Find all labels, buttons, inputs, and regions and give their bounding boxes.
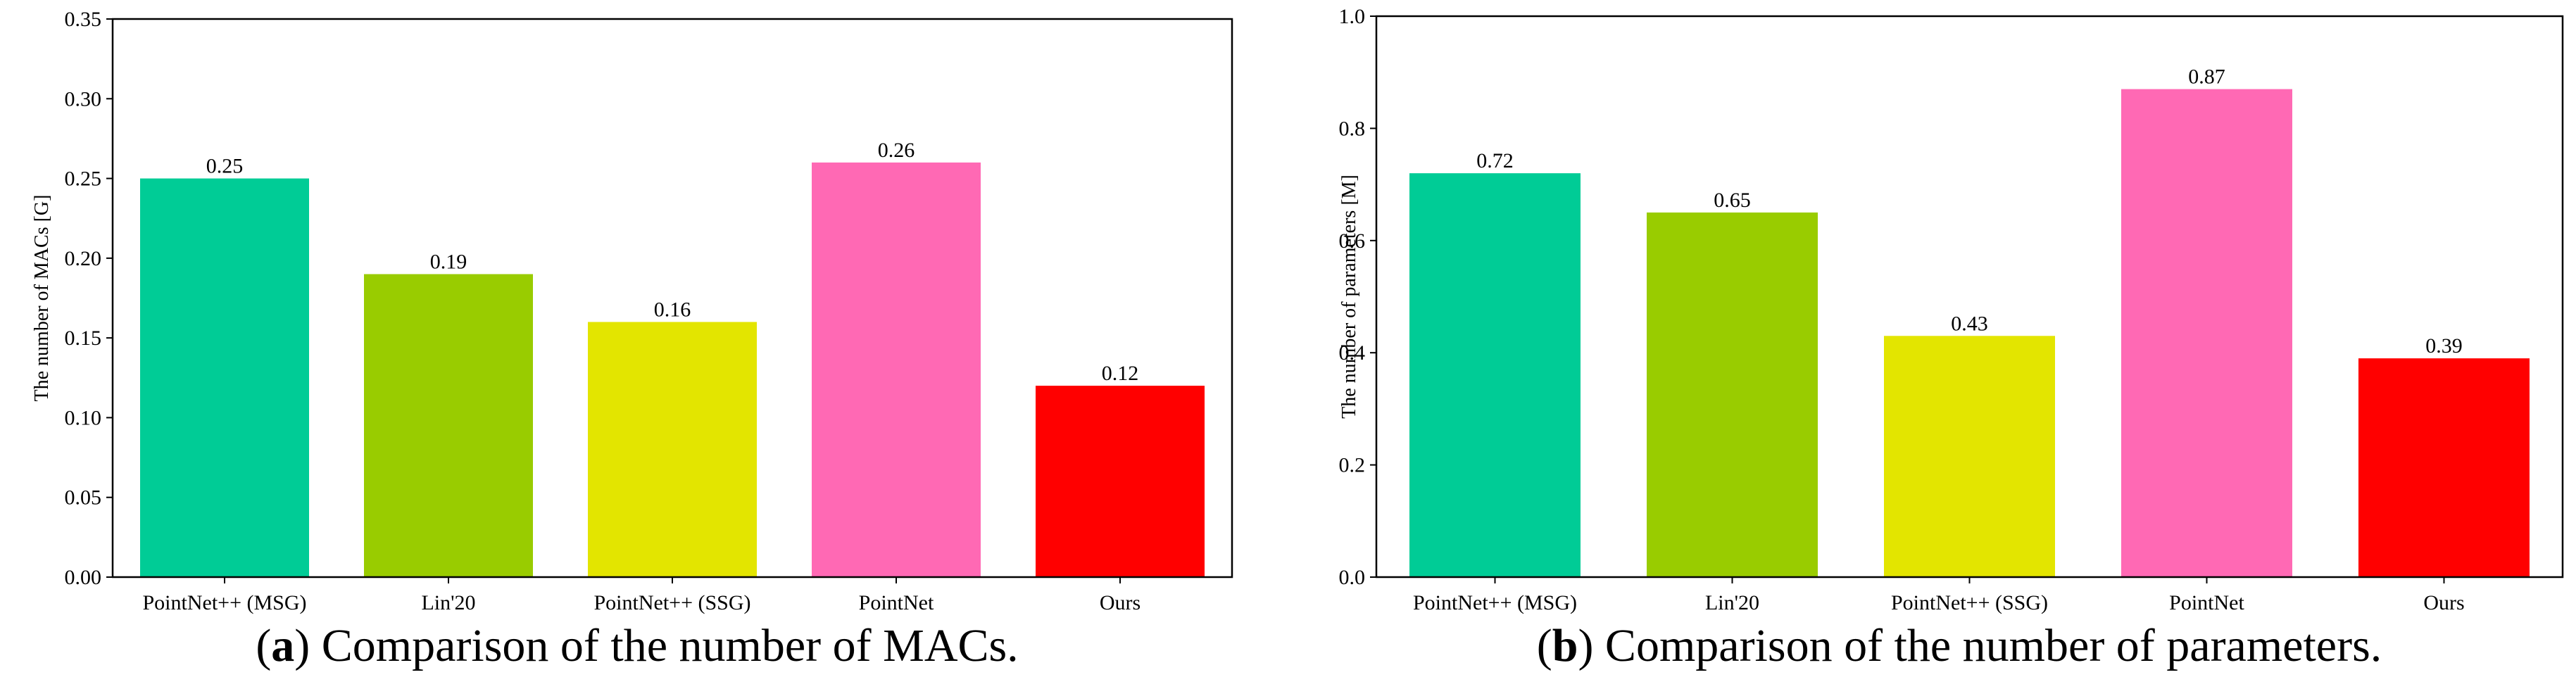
data-label-0-4: 0.12 [1102,362,1139,385]
y-axis-label-1: The number of parameters [M] [1338,175,1360,419]
x-tick-label-1-3: PointNet [2169,591,2244,614]
y-tick-label-0-2: 0.10 [65,406,102,429]
y-tick-label-1-4: 0.8 [1339,117,1366,140]
x-tick-label-0-4: Ours [1100,591,1141,614]
data-label-1-4: 0.39 [2425,334,2463,358]
y-tick-label-0-4: 0.20 [65,247,102,270]
caption-b-text: Comparison of the number of parameters. [1593,620,2382,671]
y-tick-label-0-3: 0.15 [65,327,102,350]
bar-0-3 [812,162,981,577]
x-tick-label-1-0: PointNet++ (MSG) [1413,591,1577,614]
bar-1-4 [2358,358,2530,577]
bar-1-1 [1647,212,1818,577]
x-tick-label-1-2: PointNet++ (SSG) [1891,591,2048,614]
bar-0-1 [364,274,533,577]
caption-a-letter: a [271,620,295,671]
bar-1-2 [1884,336,2055,577]
data-label-1-3: 0.87 [2188,65,2225,89]
x-tick-label-1-1: Lin'20 [1705,591,1759,614]
bar-0-0 [140,178,309,578]
bar-0-4 [1036,386,1205,577]
data-label-1-2: 0.43 [1951,312,1988,335]
x-tick-label-0-2: PointNet++ (SSG) [593,591,750,614]
y-tick-label-1-2: 0.4 [1339,341,1366,365]
bar-1-3 [2121,89,2292,578]
y-tick-label-0-6: 0.30 [65,87,102,110]
caption-a: (a) Comparison of the number of MACs. [256,620,1019,671]
x-tick-label-0-1: Lin'20 [421,591,475,614]
y-tick-label-0-7: 0.35 [65,8,102,31]
data-label-1-0: 0.72 [1476,149,1514,172]
x-tick-label-1-4: Ours [2423,591,2464,614]
data-label-0-2: 0.16 [654,298,691,321]
caption-a-text: Comparison of the number of MACs. [310,620,1019,671]
data-label-0-1: 0.19 [430,251,467,274]
caption-b: (b) Comparison of the number of paramete… [1536,620,2382,671]
data-label-0-3: 0.26 [878,139,915,162]
x-tick-label-0-3: PointNet [859,591,934,614]
caption-b-letter: b [1552,620,1578,671]
y-tick-label-0-1: 0.05 [65,486,102,510]
y-tick-label-0-0: 0.00 [65,566,102,589]
y-axis-label-0: The number of MACs [G] [31,195,53,402]
data-label-1-1: 0.65 [1714,189,1751,212]
y-tick-label-1-0: 0.0 [1339,566,1366,589]
y-tick-label-1-5: 1.0 [1339,5,1366,28]
bar-0-2 [588,322,757,577]
bar-1-0 [1409,173,1581,577]
y-tick-label-0-5: 0.25 [65,167,102,191]
y-tick-label-1-3: 0.6 [1339,229,1366,253]
data-label-0-0: 0.25 [206,155,244,178]
y-tick-label-1-1: 0.2 [1339,454,1366,477]
x-tick-label-0-0: PointNet++ (MSG) [142,591,306,614]
